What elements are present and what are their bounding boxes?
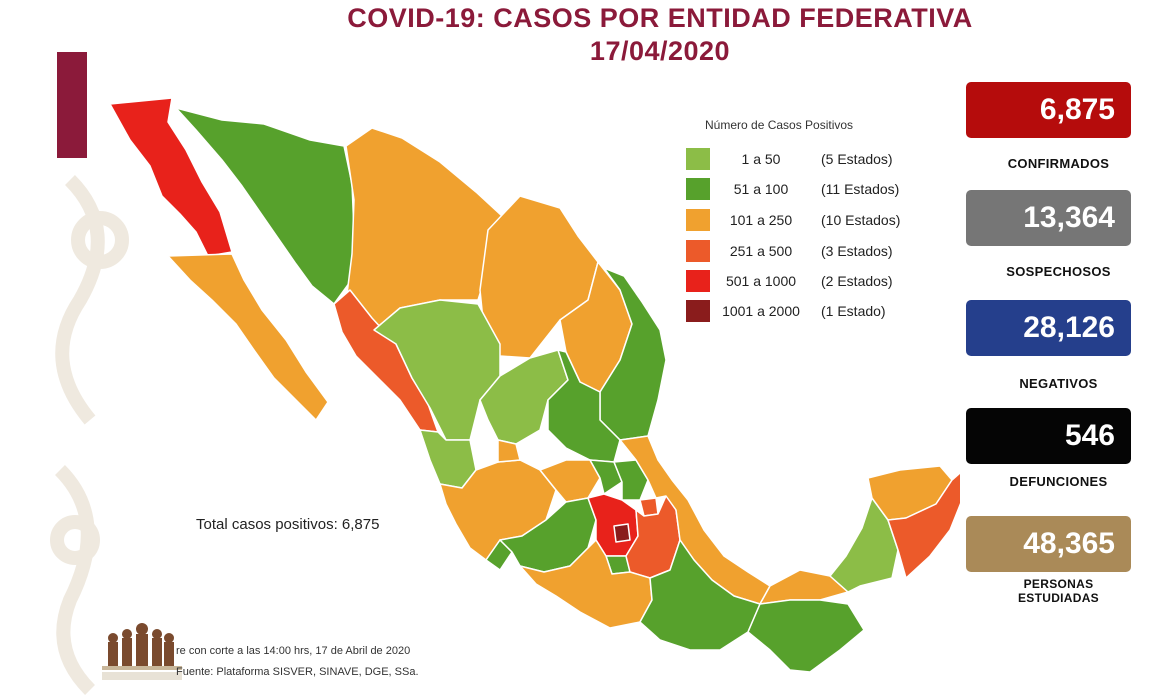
legend-swatch	[686, 209, 710, 231]
personas-label: PERSONAS ESTUDIADAS	[966, 577, 1151, 605]
defunciones-label: DEFUNCIONES	[1009, 474, 1108, 489]
negativos-value: 28,126	[966, 300, 1131, 356]
personas-label-line-1: PERSONAS	[1023, 577, 1094, 591]
region-michoacan	[499, 497, 597, 573]
legend-swatch	[686, 270, 710, 292]
legend-swatch	[686, 240, 710, 262]
legend-count: (3 Estados)	[821, 243, 893, 259]
title-line-1: COVID-19: CASOS POR ENTIDAD FEDERATIVA	[347, 3, 973, 33]
defunciones-value: 546	[966, 408, 1131, 464]
mexico-map	[109, 97, 960, 673]
personas-value: 48,365	[966, 516, 1131, 572]
region-tlaxcala	[639, 497, 659, 517]
legend-swatch	[686, 178, 710, 200]
legend-count: (10 Estados)	[821, 212, 901, 228]
legend-range: 101 a 250	[729, 212, 793, 228]
background-pattern	[50, 175, 129, 695]
brand-bar	[57, 52, 87, 158]
legend-range: 501 a 1000	[725, 273, 797, 289]
negativos-label: NEGATIVOS	[1019, 376, 1098, 391]
legend-range: 51 a 100	[733, 181, 789, 197]
region-ciudad-de-mexico	[613, 523, 631, 543]
title-date: 17/04/2020	[589, 36, 731, 66]
legend-swatch	[686, 148, 710, 170]
legend-swatch	[686, 300, 710, 322]
sospechosos-value: 13,364	[966, 190, 1131, 246]
region-guerrero	[519, 539, 653, 629]
legend-count: (2 Estados)	[821, 273, 893, 289]
legend-count: (5 Estados)	[821, 151, 893, 167]
legend-range: 1 a 50	[741, 151, 781, 167]
region-quintana-roo	[887, 472, 960, 579]
region-aguascalientes	[497, 439, 521, 463]
page-title: COVID-19: CASOS POR ENTIDAD FEDERATIVA 1…	[260, 2, 1060, 68]
confirmados-value: 6,875	[966, 82, 1131, 138]
sospechosos-label: SOSPECHOSOS	[1006, 264, 1111, 279]
region-queretaro	[589, 459, 623, 495]
region-chihuahua	[345, 127, 503, 331]
region-baja-california-sur	[167, 253, 329, 421]
region-chiapas	[747, 599, 865, 673]
legend-count: (11 Estados)	[821, 181, 900, 197]
total-positive-cases: Total casos positivos: 6,875	[196, 516, 380, 533]
government-logo	[102, 623, 182, 680]
confirmados-label: CONFIRMADOS	[1007, 156, 1110, 171]
legend-range: 251 a 500	[729, 243, 793, 259]
personas-label-line-2: ESTUDIADAS	[1017, 591, 1099, 605]
legend-range: 1001 a 2000	[722, 303, 800, 319]
region-guanajuato	[539, 459, 601, 503]
footer-source: Fuente: Plataforma SISVER, SINAVE, DGE, …	[176, 666, 419, 678]
footer-cutoff-note: re con corte a las 14:00 hrs, 17 de Abri…	[176, 645, 411, 657]
legend-count: (1 Estado)	[821, 303, 886, 319]
legend-title: Número de Casos Positivos	[705, 118, 854, 132]
